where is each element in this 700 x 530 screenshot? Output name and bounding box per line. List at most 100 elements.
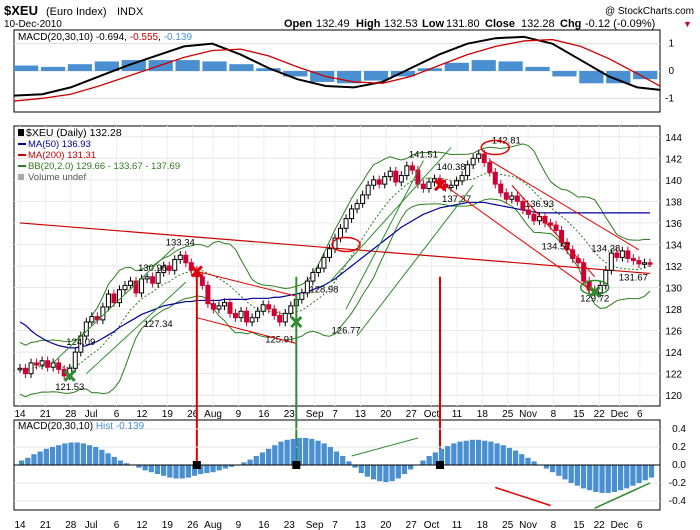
- hist-bar: [488, 441, 494, 465]
- hist-bar: [80, 443, 86, 465]
- hist-bar: [204, 465, 210, 474]
- hist-bar: [506, 447, 513, 465]
- hist-bar: [136, 465, 142, 468]
- trendline-red: [196, 270, 297, 297]
- candle-body: [470, 157, 476, 166]
- hist-xtick-label: Oct: [424, 520, 440, 530]
- svg-text:MACD(20,30,10) -0.694, -0.555,: MACD(20,30,10) -0.694, -0.555, -0.139: [18, 32, 192, 43]
- candle-body: [227, 302, 233, 314]
- chg-down-icon: ▼: [683, 19, 692, 29]
- price-xtick-label: 26: [187, 409, 199, 420]
- hist-bar: [216, 465, 222, 471]
- candle-body: [326, 248, 332, 258]
- macd-hist-bar: [202, 61, 227, 71]
- hist-bar: [624, 465, 630, 489]
- macd-hist-bar: [471, 60, 496, 71]
- price-label: 137.37: [442, 194, 471, 205]
- highlight-ellipse: [579, 279, 610, 296]
- hist-xtick-label: 20: [380, 520, 392, 530]
- svg-text:MA(50) 136.93: MA(50) 136.93: [28, 139, 91, 150]
- hist-bar: [253, 456, 259, 465]
- macd-ytick-label: 1: [668, 39, 674, 50]
- candle-body: [199, 276, 205, 286]
- price-ytick-label: 124: [665, 348, 682, 359]
- price-xtick-label: Dec: [611, 409, 629, 420]
- hist-bar: [105, 453, 111, 465]
- hist-xtick-label: 28: [65, 520, 77, 530]
- price-xtick-label: 14: [14, 409, 26, 420]
- bb-lower-line: [19, 198, 651, 398]
- candle-body: [133, 280, 139, 294]
- candle-body: [321, 256, 327, 269]
- price-label: 131.67: [619, 273, 648, 284]
- price-xtick-label: 11: [452, 409, 463, 420]
- price-xtick-label: 20: [380, 409, 392, 420]
- hist-bar: [556, 465, 562, 476]
- hist-bar: [580, 465, 587, 489]
- hist-bar: [123, 463, 130, 465]
- price-xtick-label: Nov: [519, 409, 537, 420]
- price-legend: $XEU (Daily) 132.28 MA(50) 136.93 MA(200…: [18, 127, 180, 183]
- hist-bar: [574, 465, 580, 486]
- price-label: 127.34: [144, 319, 173, 330]
- exchange: INDX: [117, 6, 144, 18]
- svg-text:$XEU (Daily) 132.28: $XEU (Daily) 132.28: [26, 127, 122, 139]
- candle-body: [105, 293, 111, 308]
- candle-body: [553, 224, 559, 231]
- candle-body: [459, 175, 465, 182]
- hist-xtick-label: 22: [594, 520, 606, 530]
- price-ytick-label: 130: [665, 284, 682, 295]
- hist-bar: [327, 447, 333, 465]
- candle-body: [161, 265, 167, 273]
- hist-bar: [74, 442, 80, 465]
- price-xtick-label: 21: [40, 409, 52, 420]
- hist-bar: [19, 460, 25, 465]
- hist-bar: [512, 450, 519, 465]
- hist-bar: [43, 448, 49, 465]
- hist-bar: [49, 447, 56, 465]
- signal-x-marker: [588, 285, 601, 298]
- hist-bar: [550, 465, 556, 473]
- macd-hist-bar: [121, 60, 146, 71]
- hist-signal-marker: [436, 461, 444, 469]
- signal-x-marker: [63, 369, 76, 382]
- brand-text[interactable]: @ StockCharts.com: [605, 6, 694, 17]
- price-label: 126.77: [332, 325, 361, 336]
- candle-body: [216, 305, 222, 310]
- price-ytick-label: 134: [665, 240, 682, 251]
- candle-body: [531, 213, 537, 222]
- candle-body: [481, 153, 487, 164]
- hist-bar: [642, 465, 648, 481]
- candle-body: [271, 308, 277, 317]
- hist-bar: [315, 440, 321, 465]
- svg-text:MA(200) 131.31: MA(200) 131.31: [28, 150, 96, 161]
- hist-bar: [630, 465, 636, 486]
- svg-text:High: High: [356, 18, 381, 30]
- candle-body: [39, 360, 45, 366]
- price-xtick-label: Oct: [424, 409, 440, 420]
- hist-xtick-label: 25: [502, 520, 514, 530]
- price-xtick-label: Jul: [85, 409, 98, 420]
- macd-line: [13, 35, 661, 97]
- hist-bar: [148, 465, 154, 473]
- candle-body: [233, 312, 239, 319]
- candle-body: [354, 203, 360, 210]
- macd-hist-bar: [14, 65, 39, 71]
- candle-body: [56, 362, 62, 370]
- hist-bar: [377, 465, 383, 482]
- candle-body: [221, 302, 227, 307]
- signal-line: [13, 38, 661, 102]
- candle-body: [338, 227, 344, 239]
- ohlc-bar: Open 132.49 High 132.53 Low 131.80 Close…: [284, 18, 692, 30]
- price-label: 121.53: [55, 382, 84, 393]
- svg-text:MACD(20,30,10) Hist -0.139: MACD(20,30,10) Hist -0.139: [18, 421, 145, 432]
- price-ytick-label: 128: [665, 305, 682, 316]
- candle-body: [608, 252, 614, 271]
- hist-bar: [309, 438, 315, 465]
- candle-body: [492, 171, 498, 185]
- macd-hist-bar: [633, 71, 658, 80]
- hist-bar: [543, 465, 550, 469]
- hist-signal-marker: [292, 461, 301, 469]
- candle-body: [128, 280, 134, 286]
- hist-xtick-label: 6: [637, 520, 643, 530]
